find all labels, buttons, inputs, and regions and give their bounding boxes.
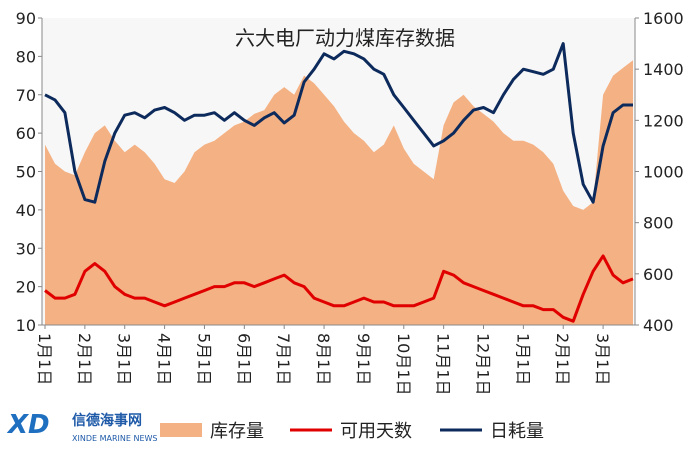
y-tick-label: 70 — [16, 86, 36, 105]
x-tick-label: 12月1日 — [474, 333, 493, 396]
x-tick-label: 3月1日 — [115, 333, 134, 385]
legend-swatch — [160, 423, 202, 437]
y-tick-label: 60 — [16, 124, 36, 143]
y2-tick-label: 400 — [643, 316, 674, 335]
line — [44, 254, 634, 323]
x-tick-label: 11月1日 — [434, 333, 453, 396]
x-tick-label: 7月1日 — [274, 333, 293, 385]
y2-tick-label: 1600 — [643, 9, 684, 28]
x-tick-label: 9月1日 — [354, 333, 373, 385]
x-tick-label: 2月1日 — [553, 333, 572, 385]
legend-label: 可用天数 — [340, 421, 412, 442]
y-tick-label: 10 — [16, 316, 36, 335]
x-tick-label: 2月1日 — [75, 333, 94, 385]
x-tick-label: 1月1日 — [513, 333, 532, 385]
chart-title: 六大电厂动力煤库存数据 — [235, 26, 455, 50]
x-tick-label: 4月1日 — [155, 333, 174, 385]
y-tick-label: 40 — [16, 201, 36, 220]
y2-tick-label: 800 — [643, 214, 674, 233]
y2-tick-label: 1000 — [643, 163, 684, 182]
y2-tick-label: 1200 — [643, 111, 684, 130]
x-tick-label: 3月1日 — [593, 333, 612, 385]
legend-label: 日耗量 — [490, 421, 544, 442]
y2-tick-label: 600 — [643, 265, 674, 284]
y2-tick-label: 1400 — [643, 60, 684, 79]
x-tick-label: 6月1日 — [234, 333, 253, 385]
y-tick-label: 30 — [16, 239, 36, 258]
logo-mark: XD — [6, 410, 50, 440]
area — [45, 60, 633, 325]
line — [44, 42, 633, 204]
x-tick-label: 5月1日 — [194, 333, 213, 385]
y-tick-label: 90 — [16, 9, 36, 28]
x-tick-label: 10月1日 — [394, 333, 413, 396]
y-tick-label: 20 — [16, 278, 36, 297]
logo-sub: XINDE MARINE NEWS — [72, 434, 157, 443]
logo-name: 信德海事网 — [72, 412, 142, 429]
legend-label: 库存量 — [210, 421, 264, 442]
x-tick-label: 1月1日 — [35, 333, 54, 385]
y-tick-label: 50 — [16, 163, 36, 182]
y-tick-label: 80 — [16, 47, 36, 66]
x-tick-label: 8月1日 — [314, 333, 333, 385]
